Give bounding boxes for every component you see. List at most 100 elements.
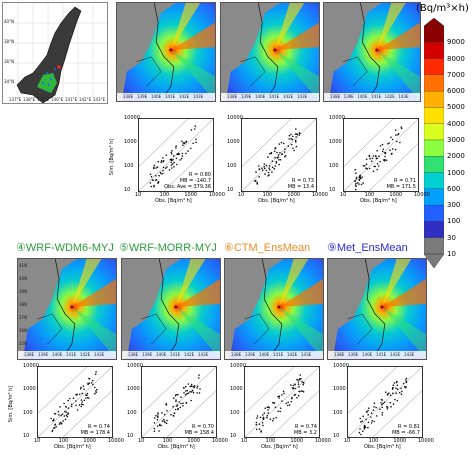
scatter-stats: R = 0.71 MB = 171.5	[387, 178, 416, 190]
map-lon-label: 140E	[52, 352, 63, 357]
map-lon-label: 138E	[330, 94, 341, 99]
map-lon-label: 138E	[227, 94, 238, 99]
scatter-y-tick: 10	[127, 433, 134, 439]
concentration-map: 138E 139E 140E 141E 142E 143E 41N 40N 39N 38N 37N 3…	[17, 258, 117, 360]
inset-lat-label: 38°N	[4, 39, 15, 44]
scatter-stat-r: R = 0.81	[398, 424, 420, 430]
map-lat-label: 35N	[19, 341, 28, 346]
scatter-y-tick: 10000	[127, 363, 143, 369]
map-lon-label: 141E	[66, 352, 77, 357]
map-lon-label: 140E	[255, 94, 266, 99]
scatter-x-tick: 10	[340, 192, 347, 198]
inset-lon-label: 143°E	[93, 97, 106, 102]
scatter-y-tick: 100	[230, 409, 240, 416]
scatter-y-tick: 10	[329, 187, 336, 193]
scatter-y-tick: 100	[124, 163, 134, 169]
inset-lat-label: 40°N	[4, 19, 15, 24]
map-lon-label: 142E	[390, 352, 401, 357]
scatter-plot: R = 0.70 MB = 158.4	[141, 366, 217, 438]
scatter-x-tick: 1000	[287, 192, 301, 198]
scatter-y-tick: 100	[127, 409, 137, 416]
map-lon-label: 141E	[376, 352, 387, 357]
model-caption: ⑤WRF-MORR-MYJ	[119, 242, 217, 254]
colorbar-level-label: 6000	[447, 87, 465, 96]
map-lon-label: 142E	[283, 94, 294, 99]
map-lon-label: 139E	[245, 352, 256, 357]
map-lon-label: 140E	[259, 352, 270, 357]
scatter-x-tick: 1000	[184, 192, 198, 198]
scatter-y-label: Sim. [Bq/m³ h]	[109, 138, 116, 176]
scatter-x-label: Obs. [Bq/m³ h]	[360, 198, 397, 204]
map-lon-label: 141E	[269, 94, 280, 99]
map-lon-label: 141E	[170, 352, 181, 357]
scatter-x-tick: 100	[364, 192, 375, 198]
map-lat-label: 37N	[19, 315, 28, 320]
map-lon-label: 141E	[371, 94, 382, 99]
colorbar-scale	[424, 18, 444, 268]
scatter-y-tick: 1000	[329, 139, 342, 145]
scatter-stat-r: R = 0.73	[292, 178, 314, 184]
map-lon-label: 140E	[357, 94, 368, 99]
scatter-y-tick: 100	[227, 163, 237, 169]
scatter-x-tick: 10	[138, 438, 145, 444]
scatter-x-tick: 10	[241, 438, 248, 444]
scatter-x-label: Obs. [Bq/m³ h]	[258, 198, 295, 204]
scatter-y-tick: 100	[329, 163, 339, 169]
scatter-y-tick: 1000	[127, 386, 140, 393]
colorbar-level-label: 600	[447, 184, 461, 193]
map-lon-label: 139E	[142, 352, 153, 357]
map-lon-label: 142E	[184, 352, 195, 357]
colorbar-level-label: 10	[447, 250, 456, 258]
scatter-y-tick: 10000	[124, 115, 140, 121]
map-lon-label: 143E	[404, 352, 415, 357]
scatter-stat-mb: MB = -140.7	[179, 178, 211, 184]
concentration-map: 138E 139E 140E 141E 142E 143E	[220, 2, 320, 102]
scatter-stat-r: R = 0.74	[88, 424, 110, 430]
scatter-y-tick: 1000	[23, 386, 36, 393]
scatter-stats: R = 0.80 MB = -140.7 Obs. Ave = 379.36	[164, 172, 211, 190]
scatter-x-tick: 10	[34, 438, 41, 444]
map-lon-label: 143E	[94, 352, 105, 357]
inset-lon-label: 141°E	[65, 97, 78, 102]
inset-lat-label: 36°N	[4, 59, 15, 64]
model-caption: ⑨Met_EnsMean	[327, 242, 408, 254]
inset-lat-label: 34°N	[4, 79, 15, 84]
map-lat-label: 36N	[19, 328, 28, 333]
scatter-x-label: Obs. [Bq/m³ h]	[261, 444, 298, 450]
colorbar-level-label: 7000	[447, 70, 465, 79]
scatter-stats: R = 0.73 MB = 13.4	[288, 178, 314, 190]
scatter-plot: R = 0.74 MB = 3.2	[244, 366, 320, 438]
colorbar-level-label: 1000	[447, 168, 465, 177]
map-lon-label: 143E	[398, 94, 409, 99]
model-caption: ⑥CTM_EnsMean	[224, 242, 311, 254]
colorbar-level-label: 9000	[447, 38, 465, 47]
scatter-y-tick: 10	[227, 187, 234, 193]
scatter-x-tick: 10000	[312, 192, 328, 198]
scatter-y-tick: 10000	[329, 115, 345, 121]
map-lon-label: 140E	[156, 352, 167, 357]
scatter-stat-mb: MB = 13.4	[287, 184, 314, 190]
scatter-stat-mb: MB = 178.4	[80, 430, 110, 436]
scatter-plot: R = 0.71 MB = 171.5	[343, 118, 419, 192]
map-lon-label: 143E	[297, 94, 308, 99]
map-lon-label: 143E	[198, 352, 209, 357]
inset-lon-label: 140°E	[51, 97, 64, 102]
map-lon-label: 139E	[137, 94, 148, 99]
scatter-y-tick: 10000	[227, 115, 243, 121]
scatter-stats: R = 0.81 MB = -66.7	[392, 424, 420, 436]
scatter-x-tick: 10	[135, 192, 142, 198]
scatter-x-tick: 10000	[315, 438, 331, 444]
map-lon-label: 140E	[151, 94, 162, 99]
map-lon-label: 143E	[193, 94, 204, 99]
scatter-plot: R = 0.73 MB = 13.4	[241, 118, 317, 192]
map-lat-label: 39N	[19, 289, 28, 294]
map-lon-label: 138E	[231, 352, 242, 357]
scatter-y-tick: 10	[124, 187, 131, 193]
map-lon-label: 141E	[273, 352, 284, 357]
scatter-x-tick: 100	[58, 438, 69, 444]
scatter-stat-r: R = 0.74	[295, 424, 317, 430]
scatter-y-tick: 1000	[230, 386, 243, 393]
inset-lon-label: 137°E	[9, 97, 22, 102]
colorbar-level-label: 300	[447, 201, 461, 210]
scatter-x-label: Obs. [Bq/m³ h]	[155, 198, 192, 204]
